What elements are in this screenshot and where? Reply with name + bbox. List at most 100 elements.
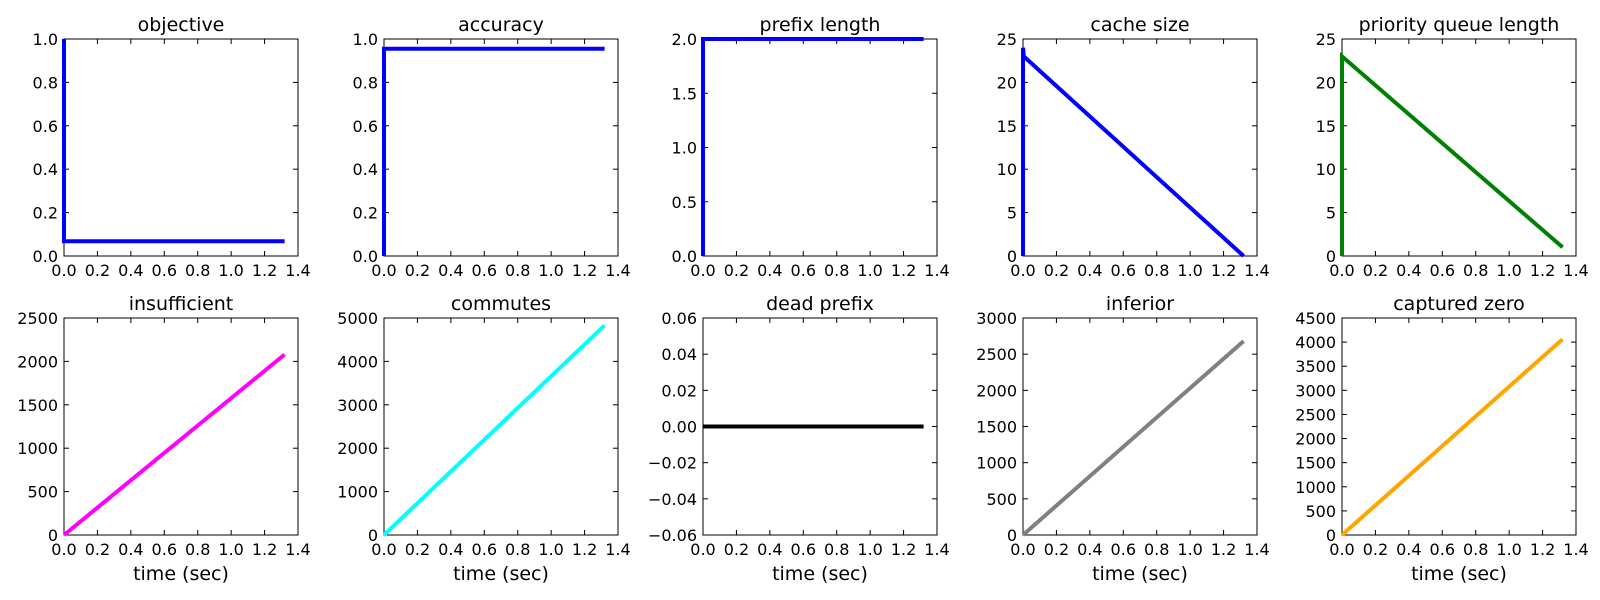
subplot-5: 0.0 0.2 0.4 0.6 0.8 1.0 1.2 1.4 0 500 1000 1500 2000… [17, 293, 310, 585]
x-tick-label: 0.0 [51, 261, 76, 280]
x-tick-label: 1.0 [1496, 540, 1521, 559]
series-line-0 [382, 46, 605, 256]
y-tick-label: 0.4 [33, 160, 58, 179]
x-tick-label: 1.0 [857, 261, 882, 280]
x-tick-label: 0.2 [1044, 540, 1069, 559]
x-tick-label: 1.4 [1563, 261, 1588, 280]
x-tick-label: 0.6 [1430, 540, 1455, 559]
x-tick-label: 1.4 [924, 540, 949, 559]
x-axis-label: time (sec) [1092, 563, 1188, 585]
y-tick-label: 0 [1007, 247, 1017, 266]
x-tick-label: 0.8 [1144, 261, 1169, 280]
y-tick-label: 0.8 [33, 73, 58, 92]
subplot-9: 0.0 0.2 0.4 0.6 0.8 1.0 1.2 1.4 0 500 1000 1500 2000… [1295, 293, 1588, 585]
x-tick-label: 1.2 [1211, 261, 1236, 280]
x-axis-label: time (sec) [133, 563, 229, 585]
x-tick-label: 1.0 [218, 540, 243, 559]
x-tick-label: 0.2 [85, 540, 110, 559]
subplot-4: 0.0 0.2 0.4 0.6 0.8 1.0 1.2 1.4 0 5 10 15 20 25 priori… [1316, 14, 1589, 280]
x-tick-label: 0.2 [724, 540, 749, 559]
x-tick-label: 0.6 [1111, 261, 1136, 280]
series-line-0 [62, 352, 286, 537]
x-tick-label: 0.8 [185, 261, 210, 280]
x-tick-label: 0.8 [1463, 540, 1488, 559]
chart-title: commutes [451, 293, 551, 315]
y-tick-label: 2500 [17, 309, 58, 328]
y-tick-label: 1500 [17, 396, 58, 415]
x-tick-label: 0.8 [1144, 540, 1169, 559]
x-tick-label: 1.0 [538, 540, 563, 559]
plot-frame [1022, 38, 1258, 257]
chart-title: accuracy [458, 14, 544, 36]
x-tick-label: 0.8 [824, 261, 849, 280]
x-axis-label: time (sec) [1411, 563, 1507, 585]
chart-title: captured zero [1393, 293, 1525, 315]
y-tick-label: 10 [997, 160, 1017, 179]
plot-frame [702, 38, 938, 257]
x-tick-label: 0.0 [690, 540, 715, 559]
x-axis-label: time (sec) [453, 563, 549, 585]
x-tick-label: 1.4 [605, 261, 630, 280]
x-tick-label: 1.2 [252, 261, 277, 280]
y-tick-label: 3500 [1295, 357, 1336, 376]
x-tick-label: 0.4 [438, 261, 463, 280]
x-tick-label: 1.2 [572, 261, 597, 280]
y-tick-label: −0.04 [648, 490, 697, 509]
y-tick-label: 4000 [1295, 333, 1336, 352]
y-tick-label: 3000 [337, 396, 378, 415]
x-axis-label: time (sec) [772, 563, 868, 585]
y-tick-label: 0.0 [33, 247, 58, 266]
x-tick-label: 1.4 [285, 261, 310, 280]
y-tick-label: 0.4 [353, 160, 378, 179]
x-tick-label: 0.0 [1329, 540, 1354, 559]
y-tick-label: 0.00 [661, 418, 697, 437]
x-tick-label: 0.0 [1329, 261, 1354, 280]
x-tick-label: 1.0 [1177, 261, 1202, 280]
x-tick-label: 1.4 [1244, 540, 1269, 559]
y-tick-label: 15 [997, 117, 1017, 136]
x-tick-label: 0.4 [1396, 540, 1421, 559]
series-line-0 [382, 323, 606, 537]
x-tick-label: 0.2 [1363, 261, 1388, 280]
x-tick-label: 0.4 [1077, 261, 1102, 280]
x-tick-label: 0.2 [405, 261, 430, 280]
y-tick-label: 0.02 [661, 381, 697, 400]
y-tick-label: 500 [986, 490, 1017, 509]
x-tick-label: 0.8 [185, 540, 210, 559]
y-tick-label: 0 [1326, 526, 1336, 545]
y-tick-label: 15 [1316, 117, 1336, 136]
x-tick-label: 0.0 [371, 261, 396, 280]
x-tick-label: 0.6 [152, 540, 177, 559]
y-tick-label: 20 [1316, 73, 1336, 92]
y-tick-label: 0.8 [353, 73, 378, 92]
x-tick-label: 1.4 [605, 540, 630, 559]
x-tick-label: 0.4 [1396, 261, 1421, 280]
y-tick-label: 500 [1305, 502, 1336, 521]
y-tick-label: 0.0 [672, 247, 697, 266]
y-tick-label: 0.06 [661, 309, 697, 328]
y-tick-label: 0 [1007, 526, 1017, 545]
y-tick-label: 2500 [1295, 405, 1336, 424]
series-line-0 [62, 39, 285, 244]
y-tick-label: 0.04 [661, 345, 697, 364]
x-tick-label: 1.4 [1563, 540, 1588, 559]
subplot-6: 0.0 0.2 0.4 0.6 0.8 1.0 1.2 1.4 0 1000 2000 3000 400… [337, 293, 630, 585]
y-tick-label: 5000 [337, 309, 378, 328]
x-tick-label: 1.0 [218, 261, 243, 280]
x-tick-label: 0.6 [1430, 261, 1455, 280]
y-tick-label: 0 [368, 526, 378, 545]
y-tick-label: 1000 [337, 483, 378, 502]
y-tick-label: 3000 [976, 309, 1017, 328]
y-tick-label: 0 [1326, 247, 1336, 266]
chart-title: dead prefix [766, 293, 874, 315]
series-line-0 [1340, 337, 1564, 537]
x-tick-label: 0.6 [472, 261, 497, 280]
y-tick-label: 20 [997, 73, 1017, 92]
y-tick-label: −0.02 [648, 454, 697, 473]
plot-frame [63, 317, 299, 536]
x-tick-label: 0.0 [371, 540, 396, 559]
y-tick-label: 2000 [976, 381, 1017, 400]
x-tick-label: 0.6 [472, 540, 497, 559]
x-tick-label: 1.4 [285, 540, 310, 559]
x-tick-label: 0.6 [152, 261, 177, 280]
